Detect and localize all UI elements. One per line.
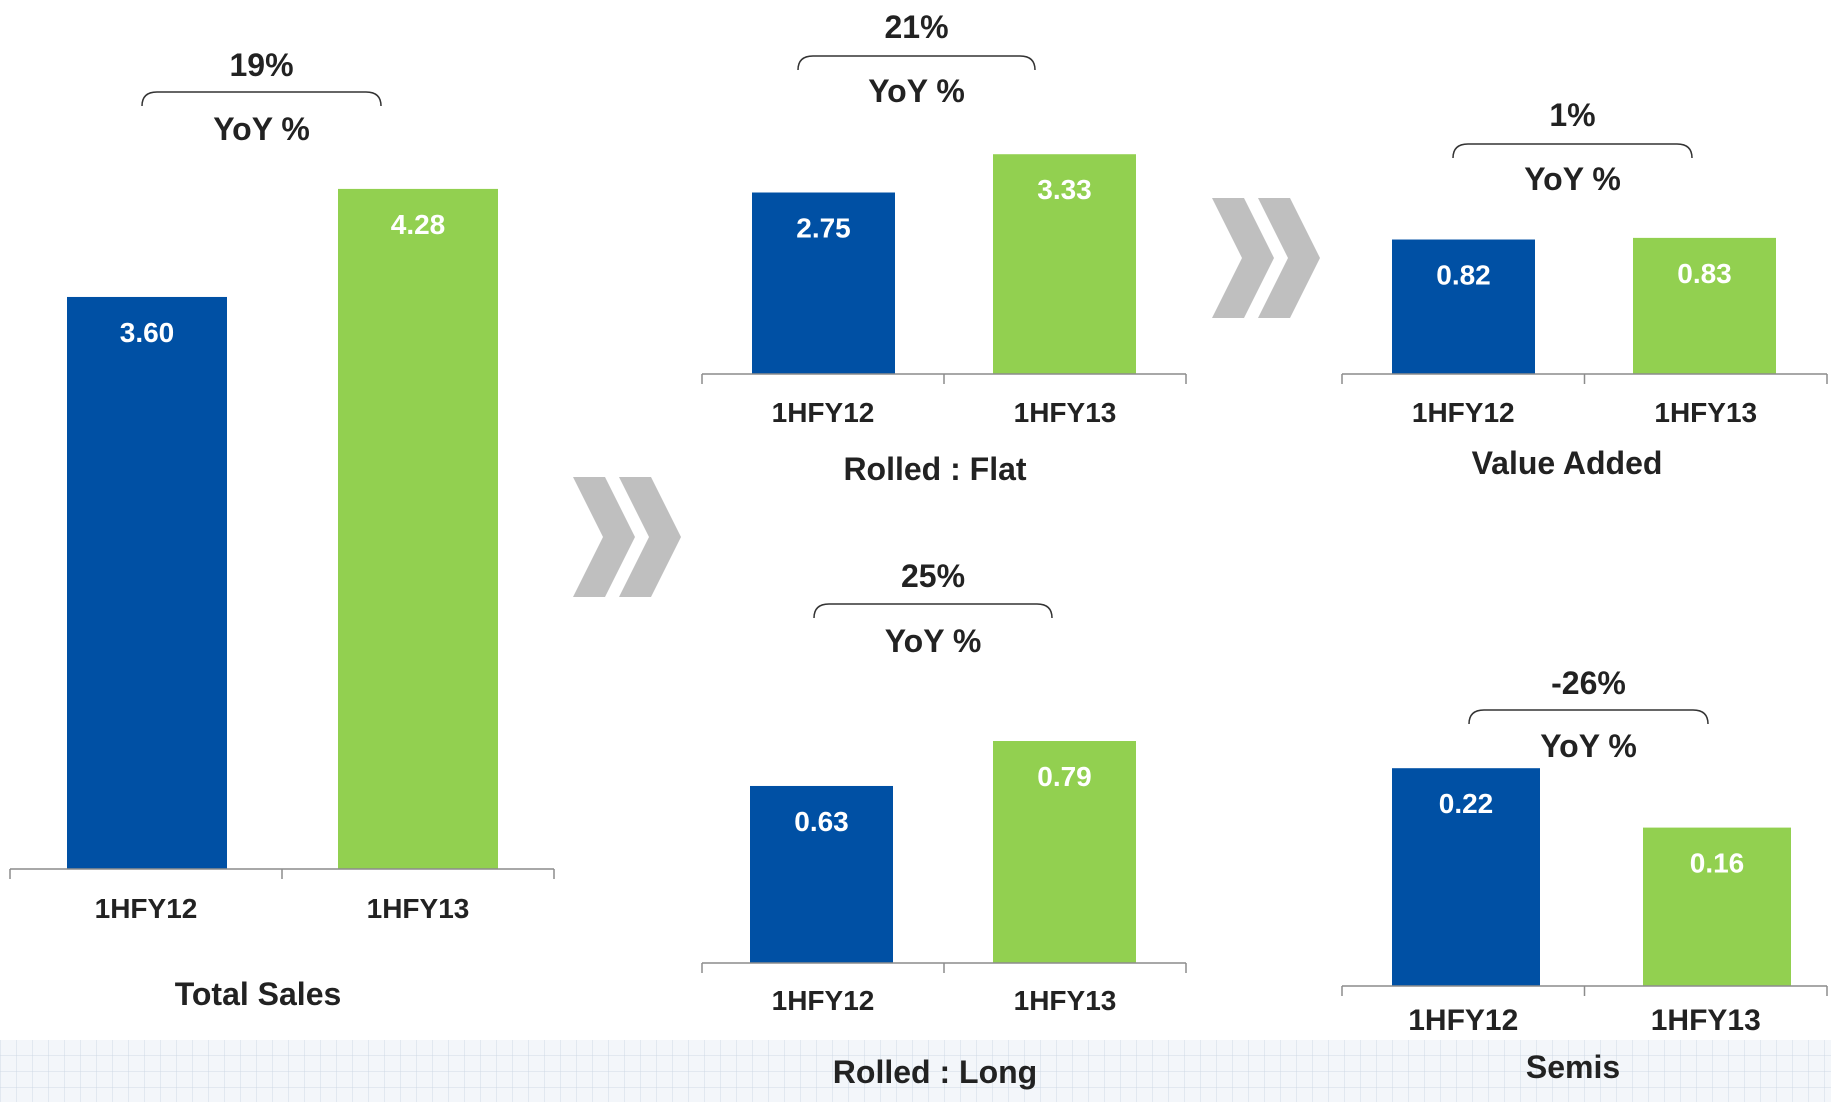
chart-total-sales: 3.60 4.28 1HFY12 1HFY13 Total Sales 19% YoY % [9, 47, 555, 1012]
yoy-bracket [813, 603, 1053, 619]
category-label: 1HFY13 [1651, 1004, 1761, 1037]
chart-rolled-long: 0.63 0.79 1HFY12 1HFY13 Rolled : Long 25% YoY … [701, 558, 1187, 1090]
yoy-label: YoY % [1524, 161, 1621, 197]
bar-1hfy13 [1643, 827, 1791, 986]
yoy-percentage: 21% [884, 9, 948, 45]
bar-1hfy12 [1392, 768, 1540, 986]
chevron-part [1212, 198, 1274, 318]
yoy-label: YoY % [213, 111, 310, 147]
yoy-label: YoY % [868, 73, 965, 109]
value-label: 0.22 [1439, 788, 1494, 819]
yoy-bracket [1468, 709, 1709, 725]
chart-rolled-flat: 2.75 3.33 1HFY12 1HFY13 Rolled : Flat 21% YoY … [701, 9, 1187, 487]
chevron-part [619, 477, 681, 597]
category-label: 1HFY12 [772, 397, 875, 428]
chevron-part [573, 477, 635, 597]
bar-1hfy13 [1633, 237, 1776, 374]
value-label: 0.82 [1436, 260, 1491, 291]
value-label: 3.60 [120, 317, 175, 348]
bar-1hfy13 [993, 741, 1136, 963]
value-label: 0.63 [794, 806, 849, 837]
yoy-percentage: -26% [1551, 665, 1626, 701]
double-chevron-right-icon [573, 477, 681, 597]
bar-1hfy13 [338, 188, 498, 869]
category-label: 1HFY13 [1654, 397, 1757, 428]
category-label: 1HFY13 [1014, 985, 1117, 1016]
value-label: 0.79 [1037, 761, 1092, 792]
chart-title: Rolled : Flat [843, 451, 1026, 487]
arrows-layer [573, 198, 1320, 597]
value-label: 3.33 [1037, 174, 1092, 205]
yoy-percentage: 1% [1549, 97, 1595, 133]
chart-value-added: 0.82 0.83 1HFY12 1HFY13 Value Added 1% YoY % [1341, 97, 1828, 481]
value-label: 4.28 [391, 209, 446, 240]
yoy-percentage: 25% [901, 558, 965, 594]
chart-title: Semis [1526, 1049, 1620, 1085]
bar-1hfy13 [993, 154, 1136, 374]
bar-1hfy12 [752, 192, 895, 374]
yoy-bracket [797, 55, 1036, 71]
category-label: 1HFY12 [772, 985, 875, 1016]
yoy-bracket [1452, 143, 1693, 159]
value-label: 2.75 [796, 213, 851, 244]
yoy-percentage: 19% [229, 47, 293, 83]
double-chevron-right-icon [1212, 198, 1320, 318]
category-label: 1HFY12 [1408, 1004, 1518, 1037]
yoy-label: YoY % [1540, 728, 1637, 764]
category-label: 1HFY13 [367, 893, 470, 924]
chart-semis: 0.22 0.16 1HFY12 1HFY13 Semis -26% YoY % [1341, 665, 1828, 1085]
chart-title: Value Added [1472, 445, 1663, 481]
chart-title: Total Sales [175, 976, 342, 1012]
value-label: 0.16 [1690, 848, 1745, 879]
category-label: 1HFY12 [95, 893, 198, 924]
chevron-part [1258, 198, 1320, 318]
value-label: 0.83 [1677, 258, 1732, 289]
yoy-bracket [141, 91, 382, 107]
chart-title: Rolled : Long [833, 1054, 1037, 1090]
yoy-label: YoY % [885, 623, 982, 659]
category-label: 1HFY13 [1014, 397, 1117, 428]
background-grid [0, 1040, 1831, 1102]
bar-1hfy12 [1392, 239, 1535, 374]
bar-1hfy12 [750, 785, 893, 963]
category-label: 1HFY12 [1412, 397, 1515, 428]
bar-1hfy12 [67, 296, 227, 870]
